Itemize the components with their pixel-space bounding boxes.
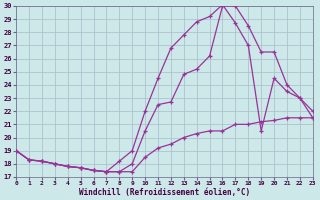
X-axis label: Windchill (Refroidissement éolien,°C): Windchill (Refroidissement éolien,°C) bbox=[79, 188, 250, 197]
